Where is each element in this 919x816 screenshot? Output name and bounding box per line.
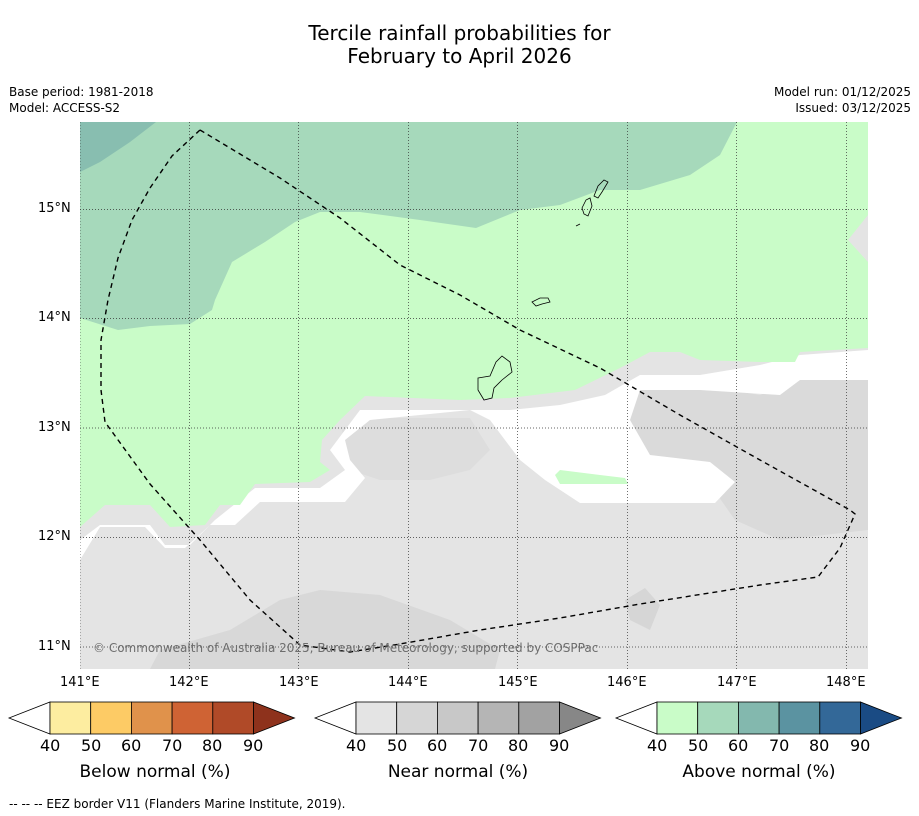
cb-tick: 40 <box>647 736 668 755</box>
no-dominant-band <box>80 350 868 560</box>
lat-label: 13°N <box>38 420 71 435</box>
colorbar-below <box>7 701 296 735</box>
above-normal-60-region <box>80 122 156 172</box>
colorbar-segment <box>396 701 438 735</box>
lat-label: 11°N <box>38 639 71 654</box>
cb-tick: 50 <box>81 736 102 755</box>
colorbar-extend-high <box>559 701 602 735</box>
colorbar-extend-high <box>860 701 903 735</box>
colorbar-extend-low <box>313 701 357 735</box>
colorbar-extend-low <box>614 701 658 735</box>
lon-label: 145°E <box>498 675 538 690</box>
cb-tick: 40 <box>40 736 61 755</box>
colorbar-near <box>313 701 602 735</box>
lat-label: 15°N <box>38 201 71 216</box>
near-normal-50-patch <box>342 418 490 480</box>
island-outlines <box>477 179 609 401</box>
lon-label: 147°E <box>717 675 757 690</box>
colorbar-segment <box>355 701 398 735</box>
colorbar-extend-low <box>7 701 51 735</box>
cb-tick: 60 <box>728 736 749 755</box>
colorbar-segment <box>436 701 479 735</box>
lat-label: 12°N <box>38 529 71 544</box>
colorbar-segment <box>212 701 254 735</box>
cb-tick: 70 <box>468 736 489 755</box>
colorbar-label-above: Above normal (%) <box>682 762 836 782</box>
cb-tick: 90 <box>243 736 264 755</box>
title-line1: Tercile rainfall probabilities for <box>308 21 611 45</box>
cb-tick: 50 <box>688 736 709 755</box>
island-rota <box>531 297 551 307</box>
colorbar-extend-high <box>253 701 296 735</box>
footnote: -- -- -- EEZ border V11 (Flanders Marine… <box>9 797 346 811</box>
model-name: Model: ACCESS-S2 <box>9 101 121 115</box>
lon-label: 144°E <box>388 675 428 690</box>
lon-label: 141°E <box>60 675 100 690</box>
colorbar-label-near: Near normal (%) <box>387 762 529 782</box>
colorbar-label-below: Below normal (%) <box>79 762 231 782</box>
copyright-text: © Commonwealth of Australia 2025, Bureau… <box>93 641 599 655</box>
near-normal-50-patch-east <box>620 372 868 540</box>
island-aguijan <box>575 223 581 227</box>
model-run: Model run: 01/12/2025 <box>773 85 911 99</box>
colorbar-segment <box>130 701 173 735</box>
lat-label: 14°N <box>38 310 71 325</box>
cb-tick: 90 <box>549 736 570 755</box>
cb-tick: 70 <box>162 736 183 755</box>
island-tinian <box>581 197 593 217</box>
colorbar-segment <box>477 701 520 735</box>
colorbar-segment <box>738 701 780 735</box>
eez-border <box>100 129 856 653</box>
colorbar-segment <box>656 701 699 735</box>
map-title: Tercile rainfall probabilities for Febru… <box>0 22 919 68</box>
cb-tick: 80 <box>202 736 223 755</box>
lon-label: 143°E <box>279 675 319 690</box>
cb-tick: 60 <box>121 736 142 755</box>
above-normal-50-region <box>80 122 737 330</box>
colorbar-segment <box>49 701 92 735</box>
cb-tick: 90 <box>850 736 871 755</box>
near-normal-small-patch <box>625 588 660 630</box>
meta-left: Base period: 1981-2018 Model: ACCESS-S2 <box>9 84 154 116</box>
lon-label: 142°E <box>169 675 209 690</box>
cb-tick: 50 <box>387 736 408 755</box>
meta-right: Model run: 01/12/2025 Issued: 03/12/2025 <box>774 84 911 116</box>
colorbar-above <box>614 701 903 735</box>
lon-label: 148°E <box>826 675 866 690</box>
colorbar-ticks: 40 50 60 70 80 90 40 50 60 70 80 90 40 5… <box>0 736 919 756</box>
base-period: Base period: 1981-2018 <box>9 85 154 99</box>
title-line2: February to April 2026 <box>347 44 572 68</box>
above-normal-small-patch <box>555 470 628 484</box>
cb-tick: 80 <box>809 736 830 755</box>
colorbar-segment <box>819 701 861 735</box>
colorbar-segment <box>171 701 214 735</box>
island-saipan <box>593 179 609 199</box>
map-plot-area <box>80 122 868 669</box>
colorbar-segment <box>518 701 560 735</box>
cb-tick: 70 <box>769 736 790 755</box>
lon-label: 146°E <box>607 675 647 690</box>
island-guam <box>477 355 513 401</box>
cb-tick: 40 <box>346 736 367 755</box>
colorbars <box>7 701 903 735</box>
colorbar-segment <box>697 701 739 735</box>
colorbar-segment <box>90 701 132 735</box>
cb-tick: 80 <box>508 736 529 755</box>
cb-tick: 60 <box>427 736 448 755</box>
issued-date: Issued: 03/12/2025 <box>795 101 911 115</box>
map-gridlines <box>80 122 868 669</box>
near-normal-50-patch-south <box>150 590 500 669</box>
colorbar-segment <box>778 701 821 735</box>
